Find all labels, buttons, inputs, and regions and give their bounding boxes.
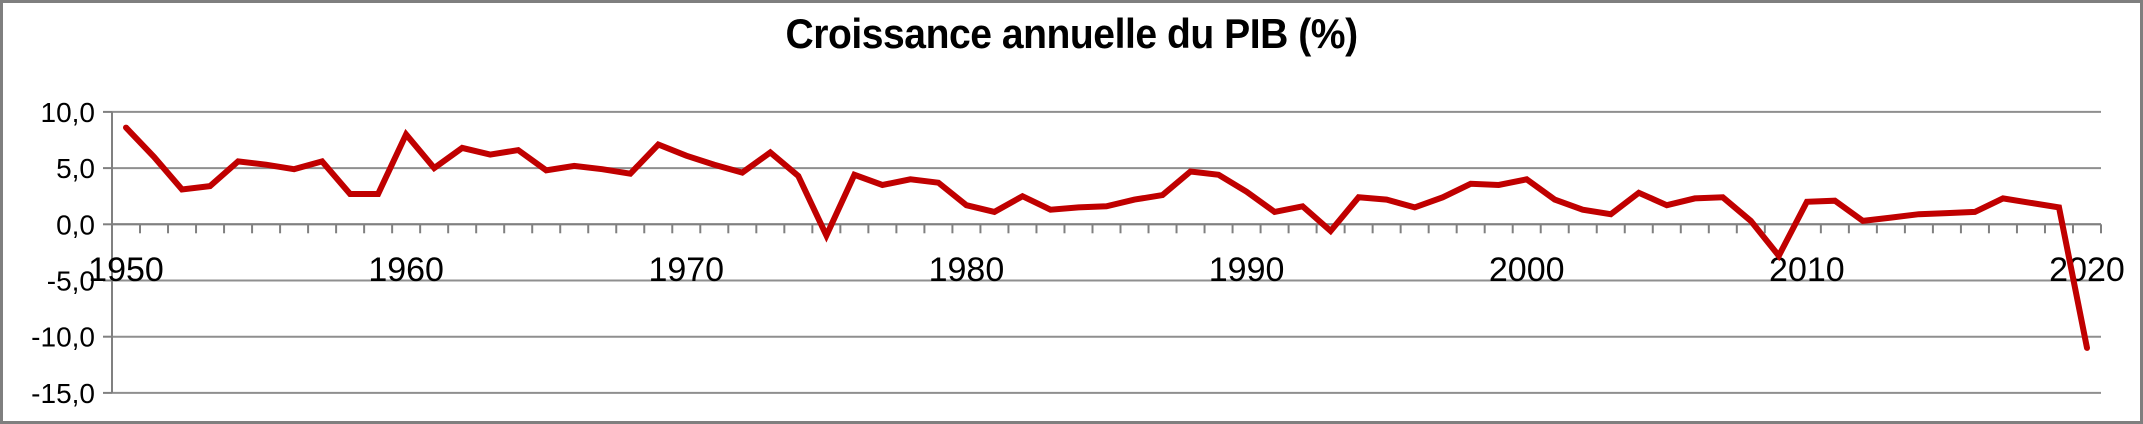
y-axis-label: -15,0 <box>31 378 95 409</box>
x-axis-label: 1980 <box>929 251 1005 289</box>
chart-title-text: Croissance annuelle du PIB (%) <box>785 10 1358 57</box>
x-axis-label: 2020 <box>2049 251 2125 289</box>
y-axis-label: 5,0 <box>56 153 95 184</box>
y-axis-label: 0,0 <box>56 209 95 240</box>
gdp-line-series <box>123 124 2090 351</box>
chart-title: Croissance annuelle du PIB (%) <box>0 13 2143 55</box>
y-axis-label: 10,0 <box>41 97 96 128</box>
x-axis-label: 1960 <box>368 251 444 289</box>
x-axis-label: 1990 <box>1209 251 1285 289</box>
y-axis-label: -10,0 <box>31 322 95 353</box>
x-axis-label: 1950 <box>88 251 164 289</box>
y-axis-label: -5,0 <box>47 266 95 297</box>
x-axis-label: 2000 <box>1489 251 1565 289</box>
x-axis-label: 1970 <box>648 251 724 289</box>
x-axis-label: 2010 <box>1769 251 1845 289</box>
